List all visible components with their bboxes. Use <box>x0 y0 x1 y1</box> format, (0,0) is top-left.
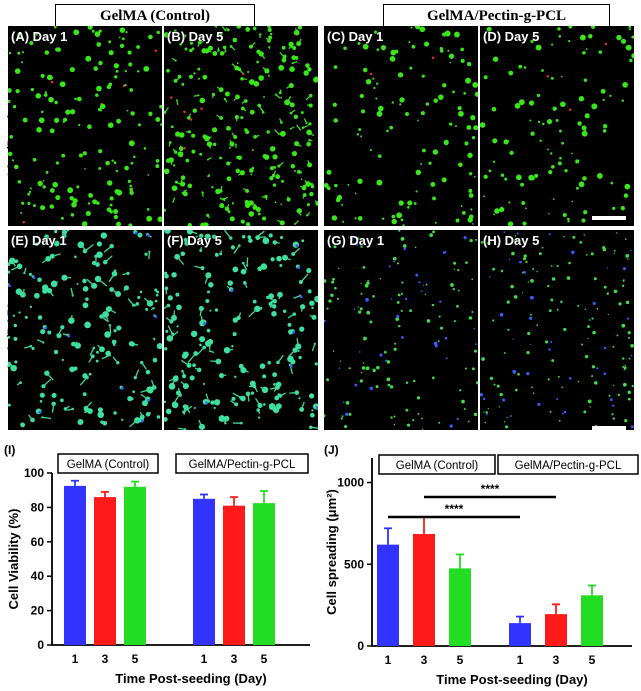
panel-label: (E) Day 1 <box>11 233 67 248</box>
x-axis-label: Time Post-seeding (Day) <box>115 671 266 686</box>
y-axis-label: Cell Viability (%) <box>6 509 21 610</box>
group-title: GelMA (Control) <box>396 460 479 472</box>
scale-bar <box>592 426 626 430</box>
x-tick-label: 1 <box>517 653 524 667</box>
bar <box>253 503 275 645</box>
x-tick-label: 5 <box>457 653 464 667</box>
y-axis-label: Cell spreading (μm²) <box>324 489 339 615</box>
micrograph-e: (E) Day 1 <box>8 230 162 430</box>
y-tick-label: 0 <box>37 638 44 652</box>
bar <box>509 623 531 646</box>
panel-label: (B) Day 5 <box>167 29 224 44</box>
chart-panel-label: (I) <box>4 443 15 457</box>
x-tick-label: 5 <box>589 653 596 667</box>
bar <box>377 544 399 646</box>
y-tick-label: 20 <box>31 604 45 618</box>
group-title-box <box>497 454 639 475</box>
micrograph-a: (A) Day 1 <box>8 26 162 226</box>
bar <box>449 568 471 646</box>
micrograph-texture <box>164 230 318 430</box>
x-tick-label: 5 <box>132 652 139 666</box>
x-tick-label: 3 <box>553 653 560 667</box>
panel-label: (G) Day 1 <box>327 233 385 248</box>
scale-bar <box>592 216 626 220</box>
group-title-box <box>175 453 309 474</box>
panel-label: (A) Day 1 <box>11 29 68 44</box>
header-control: GelMA (Control) <box>55 4 255 27</box>
group-title: GelMA/Pectin-g-PCL <box>515 460 622 472</box>
x-tick-label: 3 <box>421 653 428 667</box>
panel-label: (H) Day 5 <box>483 233 540 248</box>
x-axis-label: Time Post-seeding (Day) <box>436 672 587 687</box>
x-tick-label: 5 <box>261 652 268 666</box>
x-tick-label: 3 <box>231 652 238 666</box>
x-tick-label: 3 <box>102 652 109 666</box>
y-tick-label: 60 <box>31 535 45 549</box>
micrograph-texture <box>480 231 634 429</box>
group-title: GelMA (Control) <box>67 459 150 471</box>
bar <box>545 614 567 646</box>
micrograph-g: (G) Day 1 <box>324 230 478 430</box>
micrograph-d: (D) Day 5 <box>480 26 634 226</box>
micrograph-h: (H) Day 5 <box>480 230 634 430</box>
significance-label: **** <box>445 502 464 516</box>
group-title: GelMA/Pectin-g-PCL <box>189 459 296 471</box>
y-tick-label: 500 <box>344 557 364 571</box>
bar <box>64 485 86 645</box>
micrograph-texture <box>8 230 162 428</box>
micrograph-c: (C) Day 1 <box>324 26 478 226</box>
panel-label: (C) Day 1 <box>327 29 384 44</box>
y-tick-label: 100 <box>24 466 44 480</box>
micrograph-f: (F) Day 5 <box>164 230 318 430</box>
y-tick-label: 40 <box>31 569 45 583</box>
micrograph-texture <box>324 230 478 430</box>
bar <box>413 534 435 646</box>
micrograph-texture <box>164 26 318 226</box>
panel-label: (F) Day 5 <box>167 233 222 248</box>
group-title-box <box>57 453 159 474</box>
chart-cell-viability: 0 20 40 60 80 100 Cell Viability (%) Time Post-… <box>4 443 310 686</box>
y-tick-label: 80 <box>31 500 45 514</box>
panel-label: (D) Day 5 <box>483 29 540 44</box>
bar <box>94 497 116 645</box>
micrograph-texture <box>324 26 478 226</box>
bar <box>193 498 215 645</box>
significance-label: **** <box>481 482 500 496</box>
micrograph-texture <box>8 26 162 226</box>
x-tick-label: 1 <box>201 652 208 666</box>
micrograph-texture <box>480 26 634 226</box>
bar <box>124 486 146 645</box>
chart-panel-label: (J) <box>324 443 339 457</box>
y-tick-label: 1000 <box>337 476 364 490</box>
x-tick-label: 1 <box>385 653 392 667</box>
x-tick-label: 1 <box>72 652 79 666</box>
micrograph-b: (B) Day 5 <box>164 26 318 226</box>
header-composite: GelMA/Pectin-g-PCL <box>383 4 610 27</box>
group-title-box <box>378 454 496 475</box>
bar <box>223 505 245 645</box>
bar <box>581 595 603 646</box>
y-tick-label: 0 <box>357 639 364 653</box>
